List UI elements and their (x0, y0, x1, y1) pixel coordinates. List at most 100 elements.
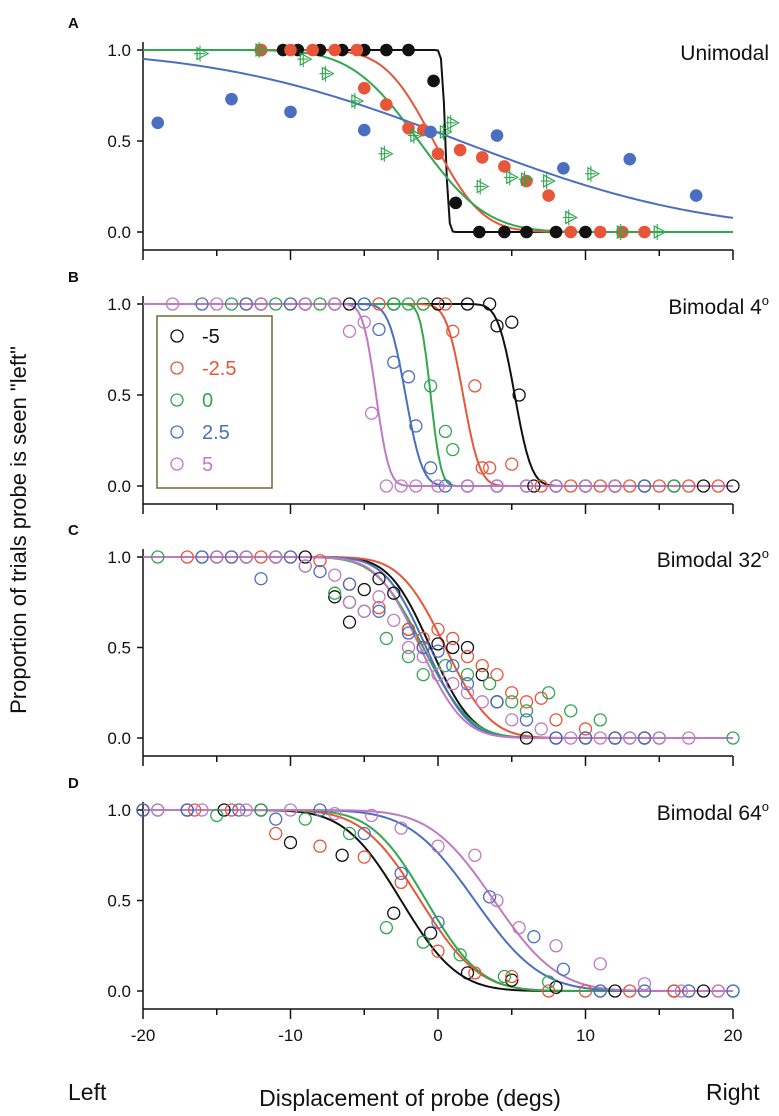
fit-curve--5 (143, 557, 733, 738)
fit-curve--2.5 (143, 557, 733, 738)
data-point-2.5 (395, 867, 407, 879)
data-point-0 (380, 632, 392, 644)
panel-letter: C (68, 522, 79, 539)
data-point-blue (557, 162, 570, 175)
fit-curve-2.5 (143, 810, 733, 991)
data-point-orange (454, 144, 467, 157)
data-point--5 (432, 638, 444, 650)
data-point--5 (344, 616, 356, 628)
y-tick-label: 1.0 (107, 801, 131, 820)
degree-symbol: o (762, 293, 769, 308)
data-point-0 (594, 714, 606, 726)
data-point-green (474, 179, 488, 195)
data-point-orange (358, 82, 371, 95)
data-point-orange (476, 151, 489, 164)
data-point-orange (402, 122, 415, 135)
data-point-2.5 (373, 323, 385, 335)
data-point-blue (424, 126, 437, 139)
data-point--5 (506, 316, 518, 328)
data-point-black (498, 226, 511, 239)
legend-label: 0 (202, 390, 213, 412)
data-point-blue (358, 124, 371, 137)
data-point-2.5 (432, 645, 444, 657)
data-point-5 (550, 940, 562, 952)
data-point-5 (299, 560, 311, 572)
data-point-2.5 (344, 578, 356, 590)
data-point-2.5 (314, 565, 326, 577)
y-tick-label: 1.0 (107, 41, 131, 60)
panel-letter: B (68, 269, 79, 286)
data-point-5 (506, 714, 518, 726)
y-tick-label: 0.0 (107, 223, 131, 242)
data-point-black (579, 226, 592, 239)
data-point-blue (151, 117, 164, 130)
y-tick-label: 1.0 (107, 548, 131, 567)
fit-curve--2.5 (143, 810, 733, 991)
y-tick-label: 0.5 (107, 132, 131, 151)
data-point-5 (344, 325, 356, 337)
data-point-5 (594, 958, 606, 970)
data-point--2.5 (270, 828, 282, 840)
x-tick-label: -10 (278, 1026, 303, 1045)
data-point-2.5 (557, 963, 569, 975)
data-point--2.5 (358, 851, 370, 863)
data-point-orange (284, 44, 297, 57)
data-point-black (550, 226, 563, 239)
data-point-green (563, 209, 577, 225)
data-point-2.5 (521, 714, 533, 726)
data-point-0 (447, 444, 459, 456)
data-point-0 (439, 425, 451, 437)
legend: -5-2.502.55 (157, 316, 272, 488)
fit-curve-2.5 (143, 557, 733, 738)
data-point-5 (432, 840, 444, 852)
data-point-5 (535, 723, 547, 735)
fit-curve-5 (143, 557, 733, 738)
panel-letter: A (68, 15, 79, 32)
data-point-orange (638, 226, 651, 239)
y-tick-label: 0.0 (107, 477, 131, 496)
panel-title: Bimodal 64o (657, 799, 769, 825)
data-point-2.5 (270, 813, 282, 825)
data-point-5 (639, 978, 651, 990)
data-point--2.5 (550, 714, 562, 726)
data-point-2.5 (491, 696, 503, 708)
data-point-blue (623, 153, 636, 166)
data-point-black (473, 226, 486, 239)
data-point-black (427, 75, 440, 88)
data-point-orange (351, 44, 364, 57)
y-axis-label: Proportion of trials probe is seen "left… (6, 346, 31, 714)
data-point-green (349, 93, 363, 109)
data-point-5 (344, 596, 356, 608)
legend-label: -5 (202, 326, 220, 348)
data-point--2.5 (476, 660, 488, 672)
x-axis-label: Displacement of probe (degs) (259, 1085, 561, 1111)
data-point-5 (373, 591, 385, 603)
data-point--5 (388, 907, 400, 919)
data-point-5 (358, 605, 370, 617)
data-point-0 (506, 696, 518, 708)
panel-b: 0.00.51.0BBimodal 4o-5-2.502.55 (68, 269, 769, 514)
panel-d: 0.00.51.0-20 -10 0 10 20DBimodal 64o (68, 775, 769, 1045)
degree-symbol: o (762, 546, 769, 561)
data-point--2.5 (469, 380, 481, 392)
data-point-green (378, 146, 392, 162)
data-point-0 (565, 705, 577, 717)
data-point-5 (380, 480, 392, 492)
data-point-orange (564, 226, 577, 239)
data-point-orange (498, 160, 511, 173)
x-tick-label: 10 (576, 1026, 595, 1045)
data-point-5 (366, 407, 378, 419)
data-point-2.5 (425, 462, 437, 474)
data-point-2.5 (255, 573, 267, 585)
data-point--5 (285, 837, 297, 849)
panel-title: Bimodal 4o (668, 293, 769, 319)
data-point-black (520, 226, 533, 239)
panel-c: 0.00.51.0CBimodal 32o (68, 522, 769, 766)
data-point-5 (513, 922, 525, 934)
data-point-0 (417, 669, 429, 681)
data-point-5 (469, 849, 481, 861)
panel-letter: D (68, 775, 79, 792)
data-point-5 (388, 614, 400, 626)
legend-label: 2.5 (202, 422, 230, 444)
